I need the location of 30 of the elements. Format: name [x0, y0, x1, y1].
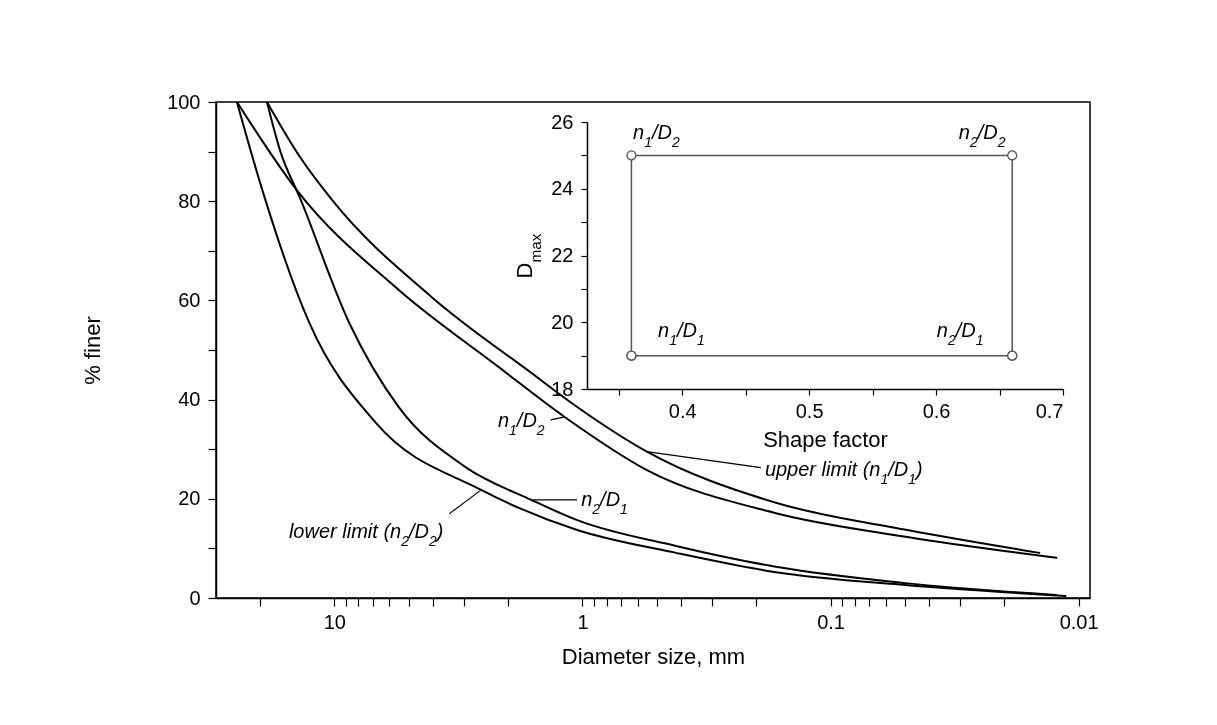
y-axis-title: % finer	[80, 316, 106, 385]
annotation: n$_{2}$/D$_{1}$	[581, 487, 628, 517]
x-tick-label: 0.6	[922, 399, 951, 422]
x-tick-label: 10	[323, 610, 346, 633]
x-axis-title: Diameter size, mm	[561, 643, 746, 669]
y-tick-label: 18	[551, 377, 574, 400]
annotation: n$_{1}$/D$_{2}$	[633, 121, 680, 151]
y-tick-label: 60	[178, 288, 201, 311]
x-tick-label: 0.01	[1059, 610, 1099, 633]
annotation: n$_{2}$/D$_{1}$	[936, 318, 984, 348]
x-tick-label: 0.5	[795, 399, 824, 422]
x-tick-label: 0.1	[817, 610, 845, 633]
y-tick-label: 80	[178, 189, 201, 212]
y-tick-label: 40	[178, 388, 201, 411]
x-tick-label: 0.7	[1035, 399, 1064, 422]
y-tick-label: 100	[167, 90, 201, 113]
annotation: upper limit (n$_{1}$/D$_{1}$)	[764, 457, 923, 487]
y-tick-label: 0	[189, 586, 201, 609]
annotation: n$_{2}$/D$_{2}$	[958, 121, 1006, 151]
x-axis-title: Shape factor	[763, 426, 888, 452]
annotation: n$_{1}$/D$_{2}$	[497, 408, 545, 438]
annotation: n$_{1}$/D$_{1}$	[658, 318, 705, 348]
y-tick-label: 22	[551, 244, 574, 266]
x-tick-label: 1	[577, 610, 589, 633]
y-tick-label: 24	[551, 177, 574, 200]
y-tick-label: 26	[551, 110, 574, 133]
y-tick-label: 20	[178, 487, 201, 510]
y-tick-label: 20	[551, 310, 574, 333]
annotation: lower limit (n$_{2}$/D$_{2}$)	[288, 519, 444, 549]
x-tick-label: 0.4	[668, 399, 697, 422]
